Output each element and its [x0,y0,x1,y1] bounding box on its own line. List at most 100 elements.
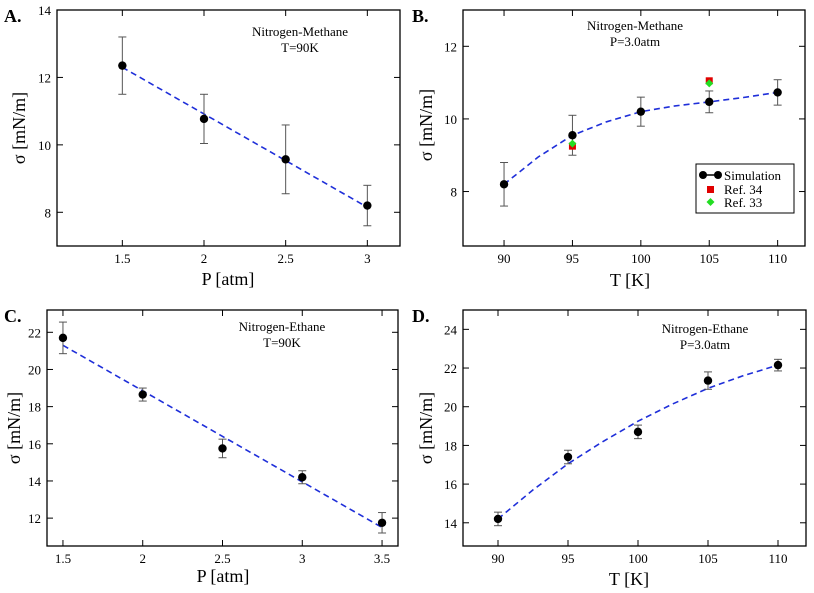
panel-a-xlabel: P [atm] [202,269,255,289]
panel-c-xtick-label: 3.5 [374,551,390,566]
panel-d-xtick-label: 110 [768,551,787,566]
panel-a-data-point [199,114,209,124]
panel-a-ytick-label: 8 [45,205,52,220]
panel-d: D. Nitrogen-Ethane P=3.0atm T [K] σ [mN/… [412,306,807,589]
panel-a-data-point [118,61,127,70]
panel-c-ylabel: σ [mN/m] [4,392,24,464]
panel-b: B. Nitrogen-Methane P=3.0atm T [K] σ [mN… [412,6,806,290]
panel-b-data-point [568,131,577,140]
panel-d-ytick-label: 24 [444,322,458,337]
panel-c-plot-frame [46,309,399,547]
panel-c-ytick-label: 16 [28,437,42,452]
panel-b-ytick-label: 8 [451,185,458,200]
panel-d-xtick-label: 90 [492,551,505,566]
legend-ref33-label: Ref. 33 [724,195,762,210]
panel-b-xtick-label: 100 [631,251,651,266]
panel-d-xtick-label: 105 [698,551,718,566]
panel-a: A. Nitrogen-Methane T=90K P [atm] σ [mN/… [4,3,401,289]
legend-simulation-marker-left [699,171,707,179]
legend-simulation-label: Simulation [724,168,782,183]
panel-d-label: D. [412,306,430,326]
panel-b-ytick-label: 12 [444,39,457,54]
panel-c-ytick-label: 20 [28,362,41,377]
panel-c-fit-line [62,344,383,529]
panel-d-ytick-label: 18 [444,438,457,453]
panel-d-plot-frame [462,309,807,547]
panel-b-xtick-label: 95 [566,251,579,266]
panel-a-xtick-label: 2.5 [278,251,294,266]
panel-d-ytick-label: 14 [444,516,458,531]
panel-b-plot-frame [462,9,806,247]
panel-d-xtick-label: 95 [562,551,575,566]
panel-a-fit-line [121,66,368,208]
panel-b-annotation-line2: P=3.0atm [610,34,660,49]
panel-b-annotation-line1: Nitrogen-Methane [587,18,683,33]
legend-ref33-marker [706,198,715,206]
panel-a-ytick-label: 12 [38,70,51,85]
panel-d-ylabel: σ [mN/m] [416,392,436,464]
panel-d-ytick-label: 20 [444,400,457,415]
panel-b-ref33-point [568,139,577,148]
panel-b-marks: 90 95 100 105 110 8 10 12 [444,10,805,266]
panel-d-data-point [563,452,573,462]
panel-a-data-point [281,155,290,164]
panel-b-xlabel: T [K] [610,270,650,290]
panel-d-fit-line [497,364,779,520]
panel-a-ytick-label: 14 [38,3,52,18]
panel-d-ytick-label: 16 [444,477,458,492]
panel-c-data-point [298,473,307,482]
panel-a-annotation-line1: Nitrogen-Methane [252,24,348,39]
legend-ref34-label: Ref. 34 [724,182,763,197]
panel-d-xlabel: T [K] [609,569,649,589]
panel-b-data-point [499,180,509,189]
panel-a-xtick-label: 3 [364,251,371,266]
panel-b-data-point [773,88,782,97]
panel-c-ytick-label: 12 [28,511,41,526]
panel-c-xtick-label: 3 [299,551,306,566]
panel-c-data-point [218,444,227,453]
panel-b-ylabel: σ [mN/m] [416,89,436,161]
panel-b-data-point [636,107,646,116]
panel-c-data-point [138,390,147,399]
panel-d-data-point [633,427,643,437]
panel-a-ytick-label: 10 [38,138,51,153]
panel-c-xtick-label: 2.5 [214,551,230,566]
panel-c-data-point [377,518,387,527]
panel-a-ylabel: σ [mN/m] [9,92,29,164]
panel-b-data-point [705,97,714,107]
panel-b-label: B. [412,6,429,26]
panel-c-ytick-label: 14 [28,474,42,489]
panel-c-xtick-label: 1.5 [55,551,71,566]
panel-c-xlabel: P [atm] [197,566,250,586]
panel-c-annotation-line1: Nitrogen-Ethane [239,319,326,334]
panel-b-xtick-label: 110 [768,251,787,266]
panel-b-legend: Simulation Ref. 34 Ref. 33 [695,163,795,214]
panel-d-ytick-label: 22 [444,361,457,376]
panel-a-label: A. [4,6,22,26]
panel-c-data-point [58,333,68,343]
panel-c-annotation-line2: T=90K [263,335,301,350]
panel-c-ytick-label: 18 [28,400,41,415]
panel-a-data-point [363,201,372,210]
panel-a-xtick-label: 1.5 [114,251,130,266]
panel-c-marks: 1.5 2 2.5 3 3.5 12 14 16 18 20 22 [28,310,398,566]
panel-d-marks: 90 95 100 105 110 14 16 18 20 22 24 [444,310,806,566]
panel-b-xtick-label: 105 [699,251,719,266]
panel-a-plot-frame [56,9,401,247]
panel-d-data-point [703,376,713,385]
panel-c-xtick-label: 2 [139,551,146,566]
panel-c-label: C. [4,306,22,326]
panel-d-annotation-line2: P=3.0atm [680,337,730,352]
panel-d-xtick-label: 100 [628,551,648,566]
panel-d-annotation-line1: Nitrogen-Ethane [662,321,749,336]
panel-c-ytick-label: 22 [28,325,41,340]
panel-d-data-point [493,514,503,524]
legend-simulation-marker-right [714,171,722,179]
panel-a-annotation-line2: T=90K [281,40,319,55]
panel-a-marks: 1.5 2 2.5 3 8 10 12 14 [38,3,400,266]
panel-d-data-point [773,360,783,370]
panel-b-ref33-point [705,79,714,88]
legend-ref34-marker [707,186,714,193]
panel-c: C. Nitrogen-Ethane T=90K P [atm] σ [mN/m… [4,306,399,586]
